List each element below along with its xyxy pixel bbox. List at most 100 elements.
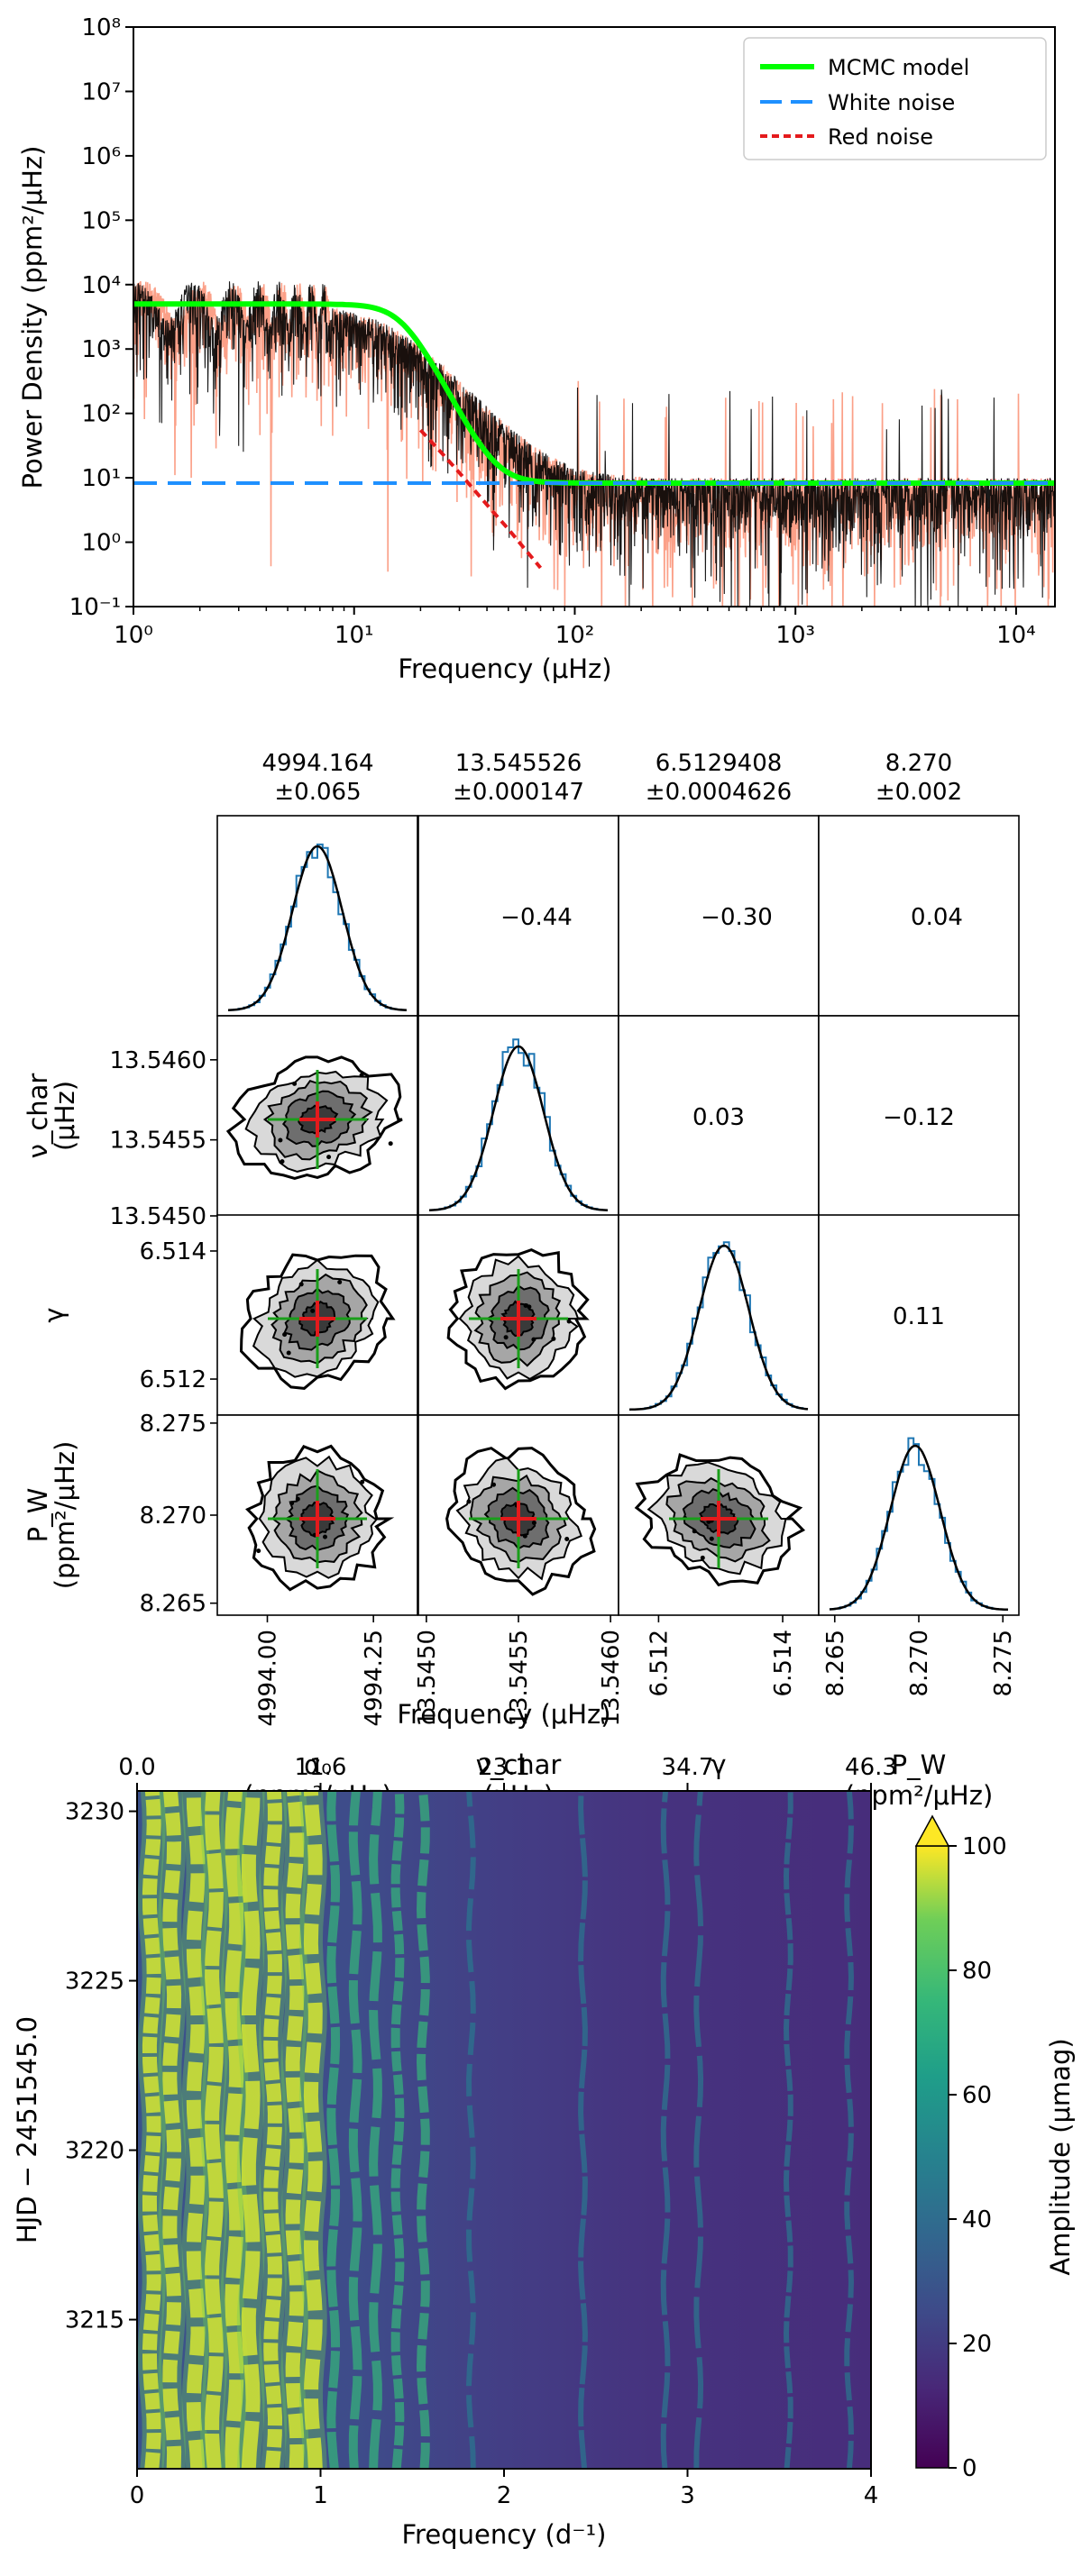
outlier-sample <box>531 1521 536 1525</box>
ridge-band <box>465 1791 476 2469</box>
heatmap-top-tick-label: 0.0 <box>118 1754 155 1781</box>
corner-x-tick-label: 8.270 <box>906 1630 933 1696</box>
corner-y-axis-unit: (μHz) <box>50 1081 80 1151</box>
corner-y-axis-unit: (ppm²/μHz) <box>50 1441 80 1590</box>
time-frequency-panel: 0 0.0 1 11.6 2 23.1 3 34.7 4 46.3 3215 3220 3225 3230… <box>12 1699 1076 2550</box>
corner-x-tick-label: 8.265 <box>822 1630 849 1696</box>
corner-x-tick-label: 13.5450 <box>414 1630 441 1727</box>
ridge-band <box>660 1791 671 2469</box>
corner-cell <box>417 815 619 1017</box>
correlation-value: −0.44 <box>500 904 573 931</box>
outlier-sample <box>700 1555 705 1560</box>
heatmap-top-x-label: Frequency (μHz) <box>397 1699 610 1730</box>
colorbar-tick-label: 100 <box>962 1833 1007 1860</box>
ridge-band <box>783 1791 793 2469</box>
ridge-halo <box>280 1791 309 2469</box>
legend-white-noise-label: White noise <box>828 90 955 115</box>
outlier-sample <box>466 1499 472 1504</box>
corner-plot-panel: 4994.164±0.065 13.545526±0.000147 6.512940… <box>23 750 1020 1811</box>
outlier-sample <box>326 1155 332 1160</box>
param-title-value: 8.270 <box>885 750 952 777</box>
ridge-band <box>693 1791 704 2469</box>
corner-x-tick-label: 4994.00 <box>255 1630 282 1727</box>
outlier-sample <box>359 1073 364 1078</box>
plot-frame <box>133 26 1056 607</box>
y-tick-label: 10⁸ <box>81 14 121 41</box>
outlier-sample <box>527 1304 532 1310</box>
x-axis-label: Frequency (μHz) <box>398 653 611 684</box>
outlier-sample <box>692 1529 697 1534</box>
corner-y-tick-label: 8.265 <box>140 1591 206 1618</box>
ridge-band <box>285 1791 305 2469</box>
x-tick-label: 10⁰ <box>114 622 153 649</box>
outlier-sample <box>292 1081 298 1086</box>
outlier-sample <box>298 1282 304 1287</box>
outlier-sample <box>337 1280 343 1284</box>
corner-y-tick-label: 6.514 <box>140 1238 206 1265</box>
corner-y-tick-label: 13.5450 <box>109 1203 206 1230</box>
correlation-value: −0.30 <box>701 904 773 931</box>
corner-cell <box>818 1214 1020 1416</box>
heatmap-top-tick-label: 11.6 <box>295 1754 347 1781</box>
corner-cell <box>618 815 820 1017</box>
outlier-sample <box>388 1141 393 1146</box>
ridge-band <box>844 1791 855 2469</box>
ridge-band <box>225 1791 244 2469</box>
colorbar-tick-label: 80 <box>962 1958 992 1985</box>
correlation-value: 0.11 <box>893 1303 945 1330</box>
parameter-summary-titles: 4994.164±0.065 13.545526±0.000147 6.512940… <box>261 750 962 806</box>
y-tick-label: 10⁴ <box>81 272 121 299</box>
ridge-band <box>142 1791 161 2469</box>
outlier-sample <box>280 1159 285 1165</box>
outlier-sample <box>286 1350 291 1356</box>
heatmap-top-tick-label: 23.1 <box>478 1754 530 1781</box>
outlier-sample <box>709 1536 714 1541</box>
colorbar-tick-label: 40 <box>962 2206 992 2233</box>
colorbar-tick-label: 60 <box>962 2082 992 2109</box>
heatmap-x-tick-label: 2 <box>497 2482 512 2509</box>
heatmap-x-tick-label: 0 <box>130 2482 145 2509</box>
param-title-value: 4994.164 <box>261 750 373 777</box>
outlier-sample <box>566 1319 572 1324</box>
ridge-band <box>416 1791 430 2469</box>
corner-x-tick-label: 13.5455 <box>506 1630 533 1727</box>
ridge-band <box>369 1791 382 2469</box>
outlier-sample <box>323 1534 327 1539</box>
param-title-error: ±0.065 <box>274 779 361 806</box>
y-axis-label: Power Density (ppm²/μHz) <box>17 146 48 489</box>
ridge-band <box>326 1791 341 2469</box>
ridge-band <box>205 1791 224 2469</box>
heatmap-top-tick-label: 46.3 <box>845 1754 897 1781</box>
legend-box <box>743 37 1047 160</box>
y-tick-label: 10⁶ <box>81 143 121 170</box>
corner-y-tick-label: 6.512 <box>140 1366 206 1393</box>
correlation-value: −0.12 <box>883 1104 955 1131</box>
outlier-sample <box>256 1548 261 1554</box>
ridge-band <box>162 1791 182 2469</box>
ridge-halo <box>137 1791 166 2469</box>
spectrum-line-black <box>133 281 1055 607</box>
ridge-halo <box>200 1791 228 2469</box>
param-title-value: 6.5129408 <box>656 750 783 777</box>
corner-x-axis-label: γ <box>711 1749 726 1780</box>
x-tick-label: 10² <box>555 622 595 649</box>
heatmap-y-tick-label: 3230 <box>65 1799 124 1826</box>
x-tick-label: 10¹ <box>335 622 374 649</box>
heatmap-ticks: 0 0.0 1 11.6 2 23.1 3 34.7 4 46.3 3215 3220 3225 3230 <box>65 1754 897 2509</box>
heatmap-x-tick-label: 3 <box>680 2482 695 2509</box>
gaussian-fit <box>829 1444 1008 1612</box>
correlation-value: 0.03 <box>692 1104 745 1131</box>
colorbar-label: Amplitude (μmag) <box>1045 2038 1076 2275</box>
ridge-band <box>348 1791 362 2469</box>
y-tick-label: 10² <box>81 401 121 428</box>
y-tick-label: 10⁷ <box>81 78 121 105</box>
param-title-error: ±0.002 <box>876 779 962 806</box>
ridge-halo <box>236 1791 265 2469</box>
corner-y-axis-label: P_W <box>23 1488 53 1543</box>
outlier-sample <box>278 1137 283 1143</box>
gaussian-fit <box>628 1244 809 1411</box>
heatmap-x-tick-label: 1 <box>313 2482 328 2509</box>
legend: MCMC model White noise Red noise <box>743 37 1047 160</box>
heatmap-y-label: HJD − 2451545.0 <box>12 2016 42 2243</box>
x-tick-label: 10⁴ <box>996 622 1036 649</box>
